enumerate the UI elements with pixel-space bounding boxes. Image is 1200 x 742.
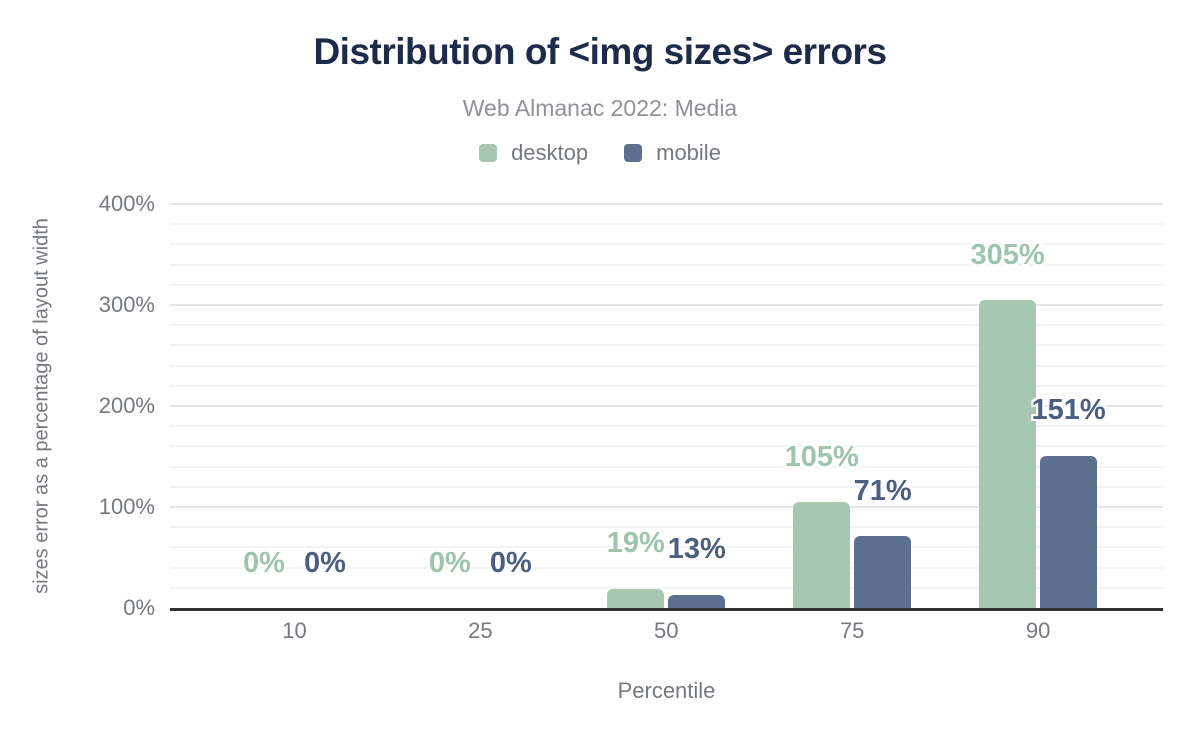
gridline: [170, 344, 1163, 347]
gridline: [170, 304, 1163, 306]
gridline: [170, 324, 1163, 327]
gridline: [170, 243, 1163, 246]
legend-swatch: [479, 144, 498, 162]
gridline: [170, 283, 1163, 286]
x-tick-label: 50: [654, 618, 679, 643]
chart-title: Distribution of <img sizes> errors: [313, 31, 887, 72]
legend-label: mobile: [656, 140, 721, 165]
gridline: [170, 586, 1163, 589]
gridline: [170, 546, 1163, 549]
gridline: [170, 263, 1163, 266]
y-tick-label: 300%: [98, 292, 155, 317]
bar-mobile-p50[interactable]: [668, 594, 726, 608]
value-label-mobile-p50: 13%: [667, 533, 726, 566]
x-tick-label: 90: [1025, 618, 1051, 643]
legend-item-mobile: mobile: [624, 140, 721, 166]
x-tick-label: 25: [468, 618, 493, 643]
chart-subtitle: Web Almanac 2022: Media: [462, 95, 738, 121]
legend-swatch: [624, 144, 643, 162]
y-tick-label: 400%: [98, 191, 155, 216]
value-label-desktop-p10: 0%: [243, 546, 285, 579]
gridline: [170, 526, 1163, 529]
y-tick-label: 100%: [98, 494, 155, 519]
gridline: [170, 445, 1163, 448]
gridline: [170, 425, 1163, 428]
value-label-desktop-p50: 19%: [606, 527, 665, 560]
value-label-desktop-p25: 0%: [428, 546, 471, 579]
x-tick-label: 75: [839, 618, 865, 643]
y-tick-label: 0%: [123, 595, 155, 620]
y-tick-label: 200%: [98, 393, 155, 418]
bar-desktop-p75[interactable]: [793, 501, 851, 608]
bar-mobile-p90[interactable]: [1040, 455, 1098, 608]
gridline: [170, 223, 1163, 226]
legend-item-desktop: desktop: [479, 140, 588, 166]
value-label-desktop-p75: 105%: [784, 440, 859, 473]
value-label-mobile-p75: 71%: [853, 474, 912, 507]
x-axis-title: Percentile: [617, 678, 716, 703]
bar-desktop-p90[interactable]: [979, 299, 1037, 608]
value-label-mobile-p25: 0%: [489, 546, 532, 579]
value-label-desktop-p90: 305%: [970, 238, 1045, 271]
gridline: [170, 384, 1163, 387]
gridline: [170, 405, 1163, 407]
gridline: [170, 203, 1163, 205]
gridline: [170, 566, 1163, 569]
gridline: [170, 465, 1163, 468]
legend-label: desktop: [511, 140, 589, 165]
plot-area: 0% 0% 0% 0% 19% 13% 105% 71% 305% 151%: [170, 203, 1163, 611]
legend: desktop mobile: [0, 140, 1200, 166]
gridline: [170, 364, 1163, 367]
gridline: [170, 506, 1163, 508]
x-tick-label: 10: [282, 618, 307, 643]
value-label-mobile-p90: 151%: [1031, 394, 1106, 427]
gridline: [170, 485, 1163, 488]
bar-mobile-p75[interactable]: [854, 536, 912, 608]
value-label-mobile-p10: 0%: [304, 546, 346, 579]
bar-desktop-p50[interactable]: [607, 588, 665, 608]
